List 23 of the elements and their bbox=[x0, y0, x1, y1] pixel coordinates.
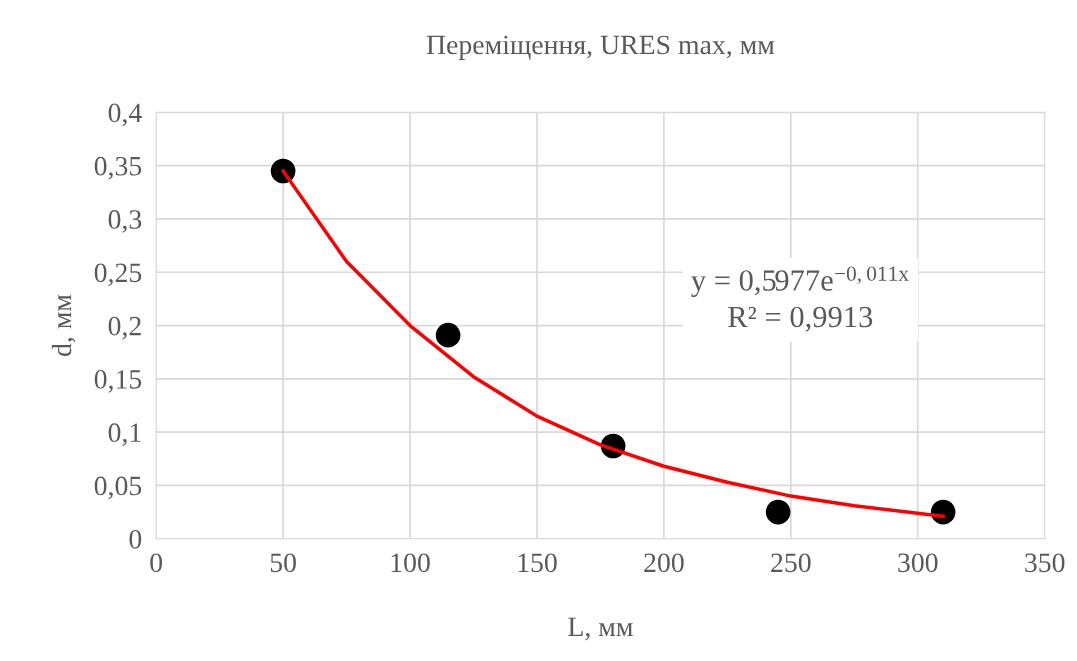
y-tick-label: 0,05 bbox=[94, 476, 142, 500]
y-tick-label: 0,25 bbox=[94, 263, 142, 287]
y-axis-title: d, мм bbox=[51, 294, 76, 357]
y-tick-label: 0,35 bbox=[94, 156, 142, 180]
x-tick-label: 150 bbox=[518, 553, 557, 573]
x-tick-label: 350 bbox=[1025, 553, 1065, 573]
annotation: y = 0,5977e$^{−0,011x}$ R² = 0,9913 bbox=[691, 266, 909, 332]
y-tick-label: 0,1 bbox=[108, 423, 141, 447]
x-tick-label: 200 bbox=[644, 553, 684, 573]
y-tick-label: 0,2 bbox=[108, 316, 141, 340]
y-tick-label: 0,3 bbox=[108, 210, 142, 233]
x-axis-title: L, мм bbox=[568, 617, 633, 641]
x-tick-label: 0 bbox=[150, 553, 163, 573]
y-tick-label: 0,15 bbox=[94, 370, 142, 393]
x-tick-label: 250 bbox=[771, 553, 811, 573]
y-tick-label: 0,4 bbox=[108, 103, 142, 127]
point bbox=[765, 499, 791, 525]
x-tick-label: 50 bbox=[270, 553, 296, 573]
point bbox=[435, 322, 461, 348]
y-tick-label: 0 bbox=[129, 529, 142, 549]
chart-title: Переміщення, URES max, мм bbox=[426, 35, 775, 60]
x-tick-label: 100 bbox=[391, 553, 430, 573]
x-tick-label: 300 bbox=[898, 553, 938, 573]
